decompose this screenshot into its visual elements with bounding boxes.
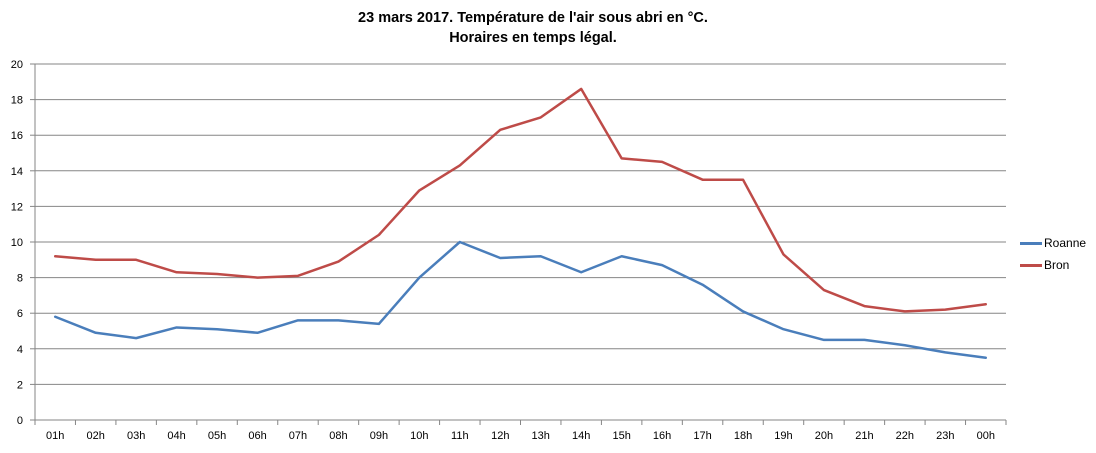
- y-tick-label-10: 10: [11, 237, 23, 249]
- x-tick-label-09h: 09h: [370, 430, 388, 442]
- x-tick-label-01h: 01h: [46, 430, 64, 442]
- x-tick-label-10h: 10h: [410, 430, 428, 442]
- legend-item-bron: Bron: [1020, 254, 1086, 276]
- y-tick-label-16: 16: [11, 130, 23, 142]
- x-tick-label-00h: 00h: [977, 430, 995, 442]
- x-tick-label-17h: 17h: [693, 430, 711, 442]
- x-tick-label-13h: 13h: [532, 430, 550, 442]
- y-tick-label-0: 0: [17, 415, 23, 427]
- x-tick-label-02h: 02h: [87, 430, 105, 442]
- y-tick-label-4: 4: [17, 344, 23, 356]
- x-tick-label-15h: 15h: [612, 430, 630, 442]
- x-tick-label-08h: 08h: [329, 430, 347, 442]
- x-tick-label-18h: 18h: [734, 430, 752, 442]
- x-tick-label-16h: 16h: [653, 430, 671, 442]
- y-tick-label-6: 6: [17, 308, 23, 320]
- x-tick-label-11h: 11h: [451, 430, 469, 442]
- x-tick-label-21h: 21h: [855, 430, 873, 442]
- legend-swatch-roanne: [1020, 241, 1042, 245]
- x-tick-label-20h: 20h: [815, 430, 833, 442]
- x-tick-label-23h: 23h: [936, 430, 954, 442]
- y-tick-label-2: 2: [17, 379, 23, 391]
- y-tick-label-20: 20: [11, 59, 23, 71]
- y-tick-label-18: 18: [11, 95, 23, 107]
- legend-swatch-bron: [1020, 263, 1042, 267]
- x-tick-label-14h: 14h: [572, 430, 590, 442]
- chart-title-line-1: 23 mars 2017. Température de l'air sous …: [358, 10, 708, 26]
- axis-layer: 0 2 4 6 8 10 12 14 16 18 20 01h 02h 03h 04h 05h 06h 07h 08…: [11, 59, 1007, 442]
- chart-title-line-2: Horaires en temps légal.: [449, 30, 617, 46]
- series-line-bron: [53, 87, 988, 313]
- chart-title: 23 mars 2017. Température de l'air sous …: [0, 8, 1066, 48]
- legend-item-roanne: Roanne: [1020, 232, 1086, 254]
- x-tick-label-03h: 03h: [127, 430, 145, 442]
- series-layer: [53, 87, 988, 359]
- x-tick-label-19h: 19h: [774, 430, 792, 442]
- x-tick-label-22h: 22h: [896, 430, 914, 442]
- x-tick-label-06h: 06h: [248, 430, 266, 442]
- series-line-roanne: [53, 240, 988, 359]
- y-tick-label-14: 14: [11, 166, 23, 178]
- x-tick-label-12h: 12h: [491, 430, 509, 442]
- legend-label-bron: Bron: [1044, 258, 1070, 272]
- y-tick-label-8: 8: [17, 273, 23, 285]
- legend-label-roanne: Roanne: [1044, 236, 1087, 250]
- x-tick-label-07h: 07h: [289, 430, 307, 442]
- legend: Roanne Bron: [1020, 232, 1086, 276]
- y-tick-label-12: 12: [11, 201, 23, 213]
- grid-layer: [35, 63, 1006, 385]
- x-tick-label-04h: 04h: [167, 430, 185, 442]
- x-tick-label-05h: 05h: [208, 430, 226, 442]
